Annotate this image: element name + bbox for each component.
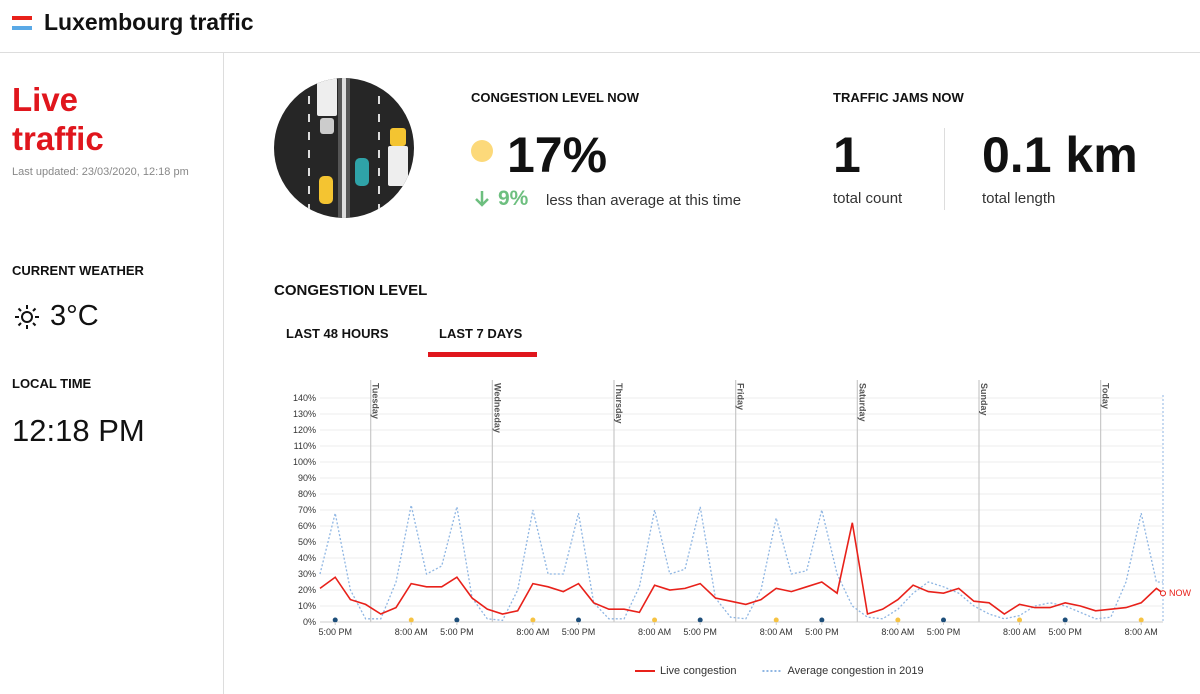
day-label: Friday	[736, 383, 746, 410]
period-dot	[408, 617, 414, 623]
period-dot	[332, 617, 338, 623]
time-title: LOCAL TIME	[12, 376, 92, 391]
jam-count: 1	[833, 127, 861, 183]
period-dot	[530, 617, 536, 623]
tab[interactable]: LAST 48 HOURS	[286, 326, 389, 341]
sidebar-divider	[223, 53, 224, 694]
chart: 0% 10% 20% 30% 40% 50% 60% 70% 80% 90% 100% 110% 120…	[293, 380, 1192, 677]
y-tick-label: 80%	[298, 489, 316, 499]
temperature: 3°C	[50, 300, 99, 332]
legend-label: Live congestion	[660, 665, 736, 677]
stats-divider	[944, 128, 945, 210]
last-updated: Last updated: 23/03/2020, 12:18 pm	[12, 166, 189, 178]
day-label: Saturday	[857, 383, 867, 422]
period-dot	[1062, 617, 1068, 623]
now-marker	[1160, 590, 1166, 597]
y-tick-label: 140%	[293, 393, 316, 403]
now-label: NOW	[1169, 588, 1192, 598]
difference-text: less than average at this time	[546, 192, 742, 209]
sun-icon	[15, 305, 39, 329]
header-title: Luxembourg traffic	[44, 9, 254, 35]
y-tick-label: 100%	[293, 457, 316, 467]
period-dot	[773, 617, 779, 623]
day-label: Today	[1101, 383, 1111, 409]
jams-title: TRAFFIC JAMS NOW	[833, 90, 964, 105]
x-tick-label: 8:00 AM	[1125, 627, 1158, 637]
jam-length-label: total length	[982, 190, 1056, 207]
x-tick-label: 5:00 PM	[562, 627, 596, 637]
tab-active[interactable]: LAST 7 DAYS	[439, 326, 523, 341]
day-label: Thursday	[614, 383, 624, 424]
x-tick-label: 8:00 AM	[881, 627, 914, 637]
y-tick-label: 70%	[298, 505, 316, 515]
legend-label: Average congestion in 2019	[787, 665, 923, 677]
x-tick-label: 5:00 PM	[683, 627, 717, 637]
local-time: 12:18 PM	[12, 413, 145, 448]
flag-icon	[12, 16, 32, 30]
day-label: Tuesday	[371, 383, 381, 419]
x-tick-label: 8:00 AM	[760, 627, 793, 637]
x-tick-label: 5:00 PM	[440, 627, 474, 637]
y-tick-label: 120%	[293, 425, 316, 435]
tab-underline	[428, 352, 537, 357]
y-tick-label: 40%	[298, 553, 316, 563]
jam-count-label: total count	[833, 190, 903, 207]
period-dot	[819, 617, 825, 623]
y-tick-label: 10%	[298, 601, 316, 611]
period-dot	[576, 617, 582, 623]
y-tick-label: 110%	[294, 441, 316, 451]
congestion-value: 17%	[507, 127, 608, 183]
x-tick-label: 5:00 PM	[927, 627, 961, 637]
series-line	[319, 505, 1163, 622]
y-tick-label: 20%	[298, 585, 316, 595]
period-dot	[652, 617, 658, 623]
x-tick-label: 5:00 PM	[318, 627, 352, 637]
x-tick-label: 8:00 AM	[516, 627, 549, 637]
header-bar	[0, 0, 1200, 53]
day-label: Sunday	[979, 383, 989, 416]
x-tick-label: 5:00 PM	[1048, 627, 1082, 637]
traffic-illustration	[274, 78, 414, 218]
level-dot	[471, 140, 493, 162]
y-tick-label: 0%	[303, 617, 316, 627]
y-tick-label: 50%	[298, 537, 316, 547]
x-tick-label: 5:00 PM	[805, 627, 839, 637]
live-headline: Live traffic	[12, 81, 104, 157]
period-dot	[1138, 617, 1144, 623]
period-dot	[941, 617, 947, 623]
y-tick-label: 30%	[298, 569, 316, 579]
congestion-title: CONGESTION LEVEL NOW	[471, 90, 640, 105]
down-arrow	[475, 191, 489, 207]
period-dot	[895, 617, 901, 623]
section-title: CONGESTION LEVEL	[274, 282, 428, 299]
period-dot	[697, 617, 703, 623]
x-tick-label: 8:00 AM	[638, 627, 671, 637]
period-dot	[454, 617, 460, 623]
y-tick-label: 60%	[298, 521, 316, 531]
difference-value: 9%	[498, 187, 529, 210]
weather-title: CURRENT WEATHER	[12, 263, 144, 278]
day-label: Wednesday	[492, 383, 502, 433]
period-dot	[1017, 617, 1023, 623]
series-line	[319, 522, 1164, 616]
y-tick-label: 90%	[298, 473, 316, 483]
y-tick-label: 130%	[293, 409, 316, 419]
jam-length: 0.1 km	[982, 127, 1138, 183]
x-tick-label: 8:00 AM	[395, 627, 428, 637]
x-tick-label: 8:00 AM	[1003, 627, 1036, 637]
